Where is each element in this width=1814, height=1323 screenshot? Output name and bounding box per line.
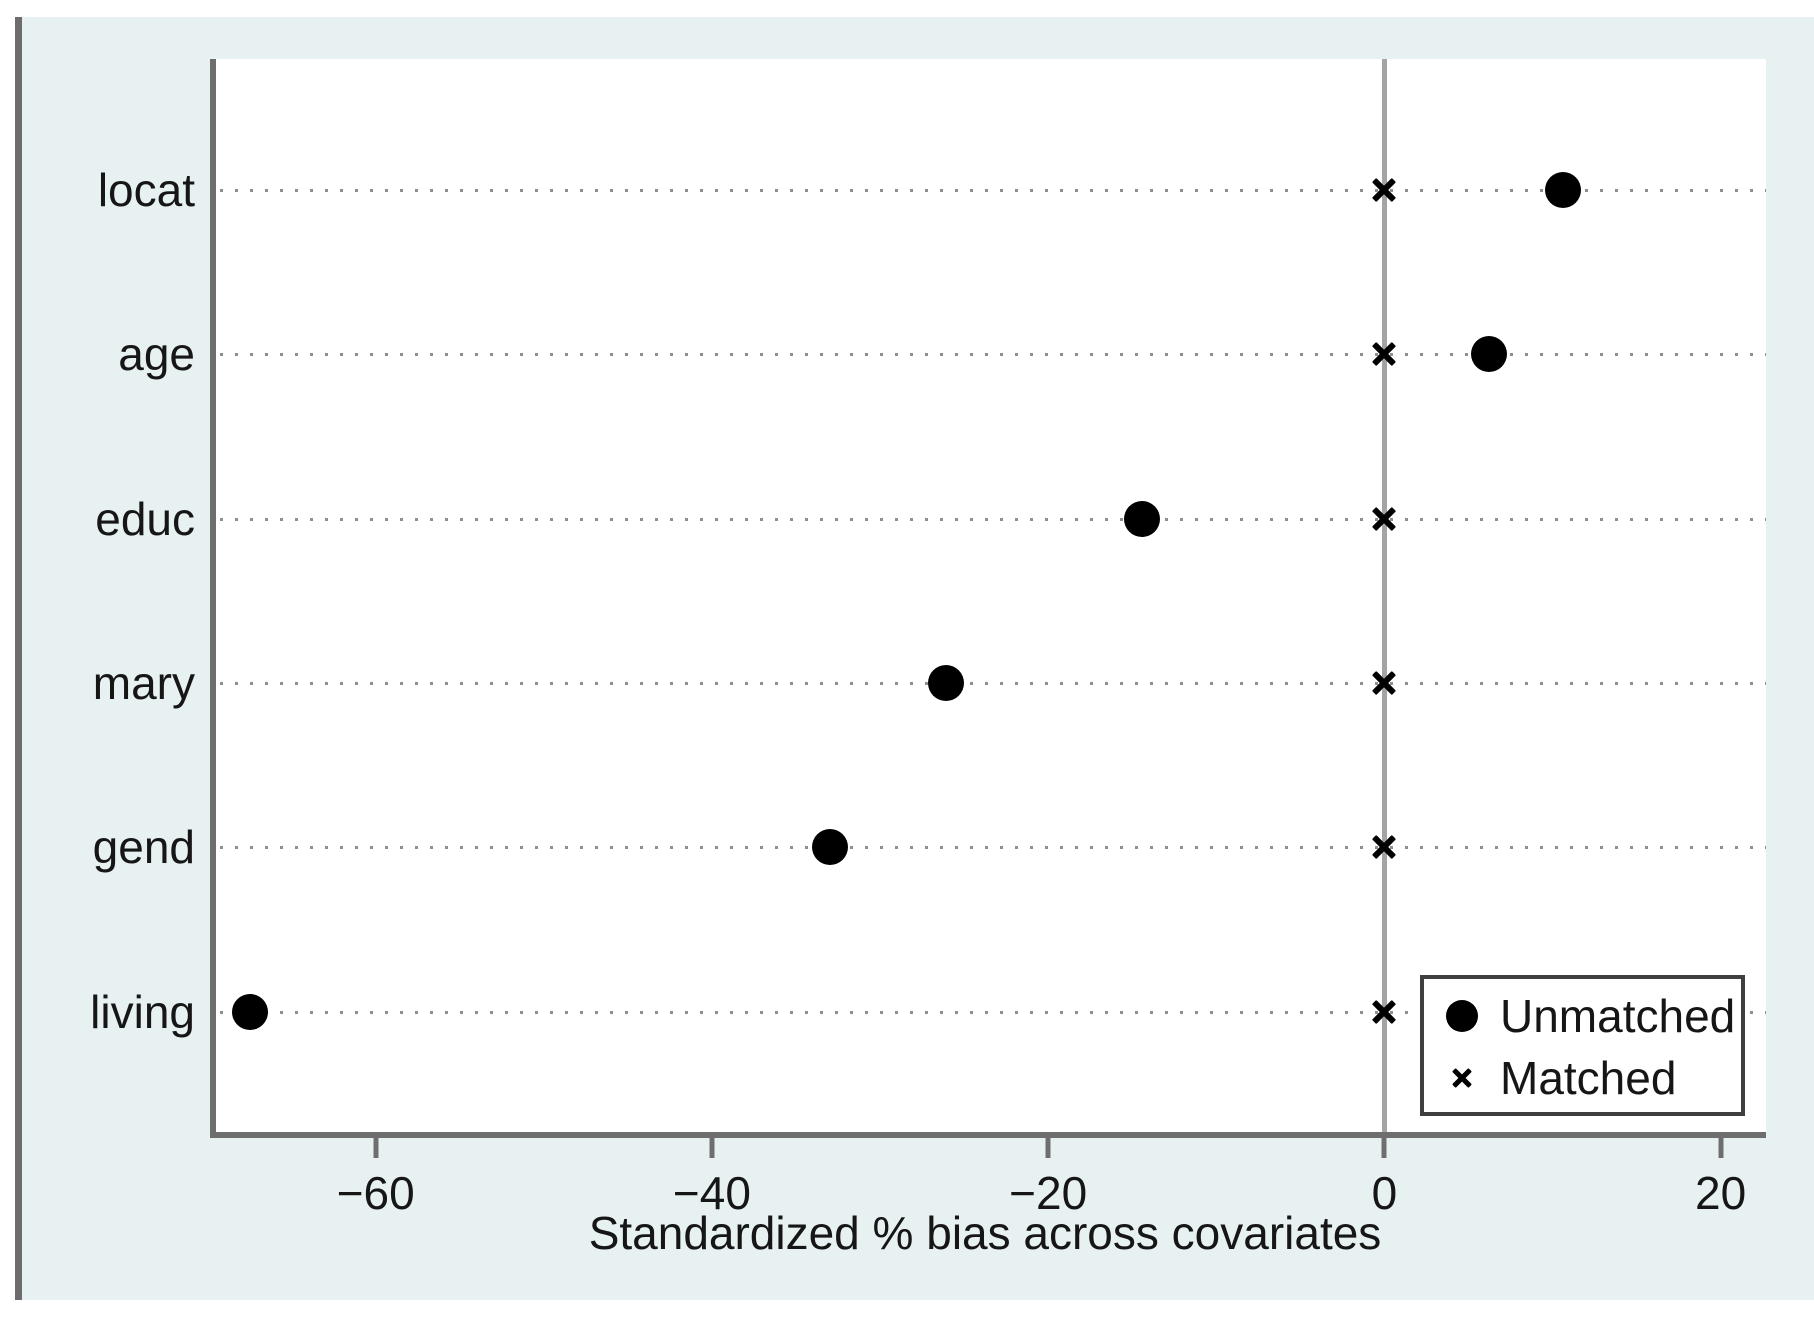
legend-marker-cell xyxy=(1424,1067,1500,1089)
matched-marker-educ xyxy=(1371,506,1397,532)
unmatched-marker-locat xyxy=(1544,171,1581,208)
unmatched-marker-gend xyxy=(811,829,848,866)
plot-area xyxy=(210,59,1766,1138)
gridline-living xyxy=(220,1010,1766,1014)
legend-box: Unmatched Matched xyxy=(1420,975,1745,1116)
zero-reference-line xyxy=(1382,59,1388,1132)
x-tick-20 xyxy=(1718,1138,1724,1158)
x-tick-label--40: −40 xyxy=(672,1167,751,1219)
x-tick-label--20: −20 xyxy=(1009,1167,1088,1219)
matched-x-icon xyxy=(1451,1067,1473,1089)
matched-marker-gend xyxy=(1371,834,1397,860)
legend-item-unmatched: Unmatched xyxy=(1424,993,1741,1039)
category-label-mary: mary xyxy=(92,657,195,710)
x-tick--20 xyxy=(1045,1138,1051,1158)
x-axis-title: Standardized % bias across covariates xyxy=(588,1207,1382,1259)
unmatched-marker-age xyxy=(1470,336,1507,373)
category-label-age: age xyxy=(118,328,195,381)
x-tick--60 xyxy=(373,1138,379,1158)
category-label-educ: educ xyxy=(95,492,195,545)
category-label-living: living xyxy=(90,985,195,1038)
unmatched-marker-living xyxy=(231,993,268,1030)
gridline-educ xyxy=(220,517,1766,521)
unmatched-marker-mary xyxy=(927,665,964,702)
gridline-age xyxy=(220,353,1766,357)
x-tick-0 xyxy=(1381,1138,1387,1158)
matched-marker-locat xyxy=(1371,177,1397,203)
x-tick-label-20: 20 xyxy=(1695,1167,1747,1219)
matched-marker-mary xyxy=(1371,670,1397,696)
legend-label-unmatched: Unmatched xyxy=(1500,990,1736,1042)
category-label-gend: gend xyxy=(92,821,195,874)
legend-label-matched: Matched xyxy=(1500,1052,1677,1104)
x-tick-label-0: 0 xyxy=(1371,1167,1398,1219)
unmatched-marker-educ xyxy=(1124,500,1161,537)
x-tick-label--60: −60 xyxy=(336,1167,415,1219)
gridline-locat xyxy=(220,188,1766,192)
x-tick--40 xyxy=(709,1138,715,1158)
page-edge-bar xyxy=(15,17,22,1300)
gridline-mary xyxy=(220,682,1766,686)
category-label-locat: locat xyxy=(97,163,195,216)
legend-marker-cell xyxy=(1424,1000,1500,1032)
gridline-gend xyxy=(220,846,1766,850)
legend-item-matched: Matched xyxy=(1424,1055,1741,1101)
matched-marker-age xyxy=(1371,341,1397,367)
matched-marker-living xyxy=(1371,999,1397,1025)
unmatched-dot-icon xyxy=(1446,1000,1478,1032)
